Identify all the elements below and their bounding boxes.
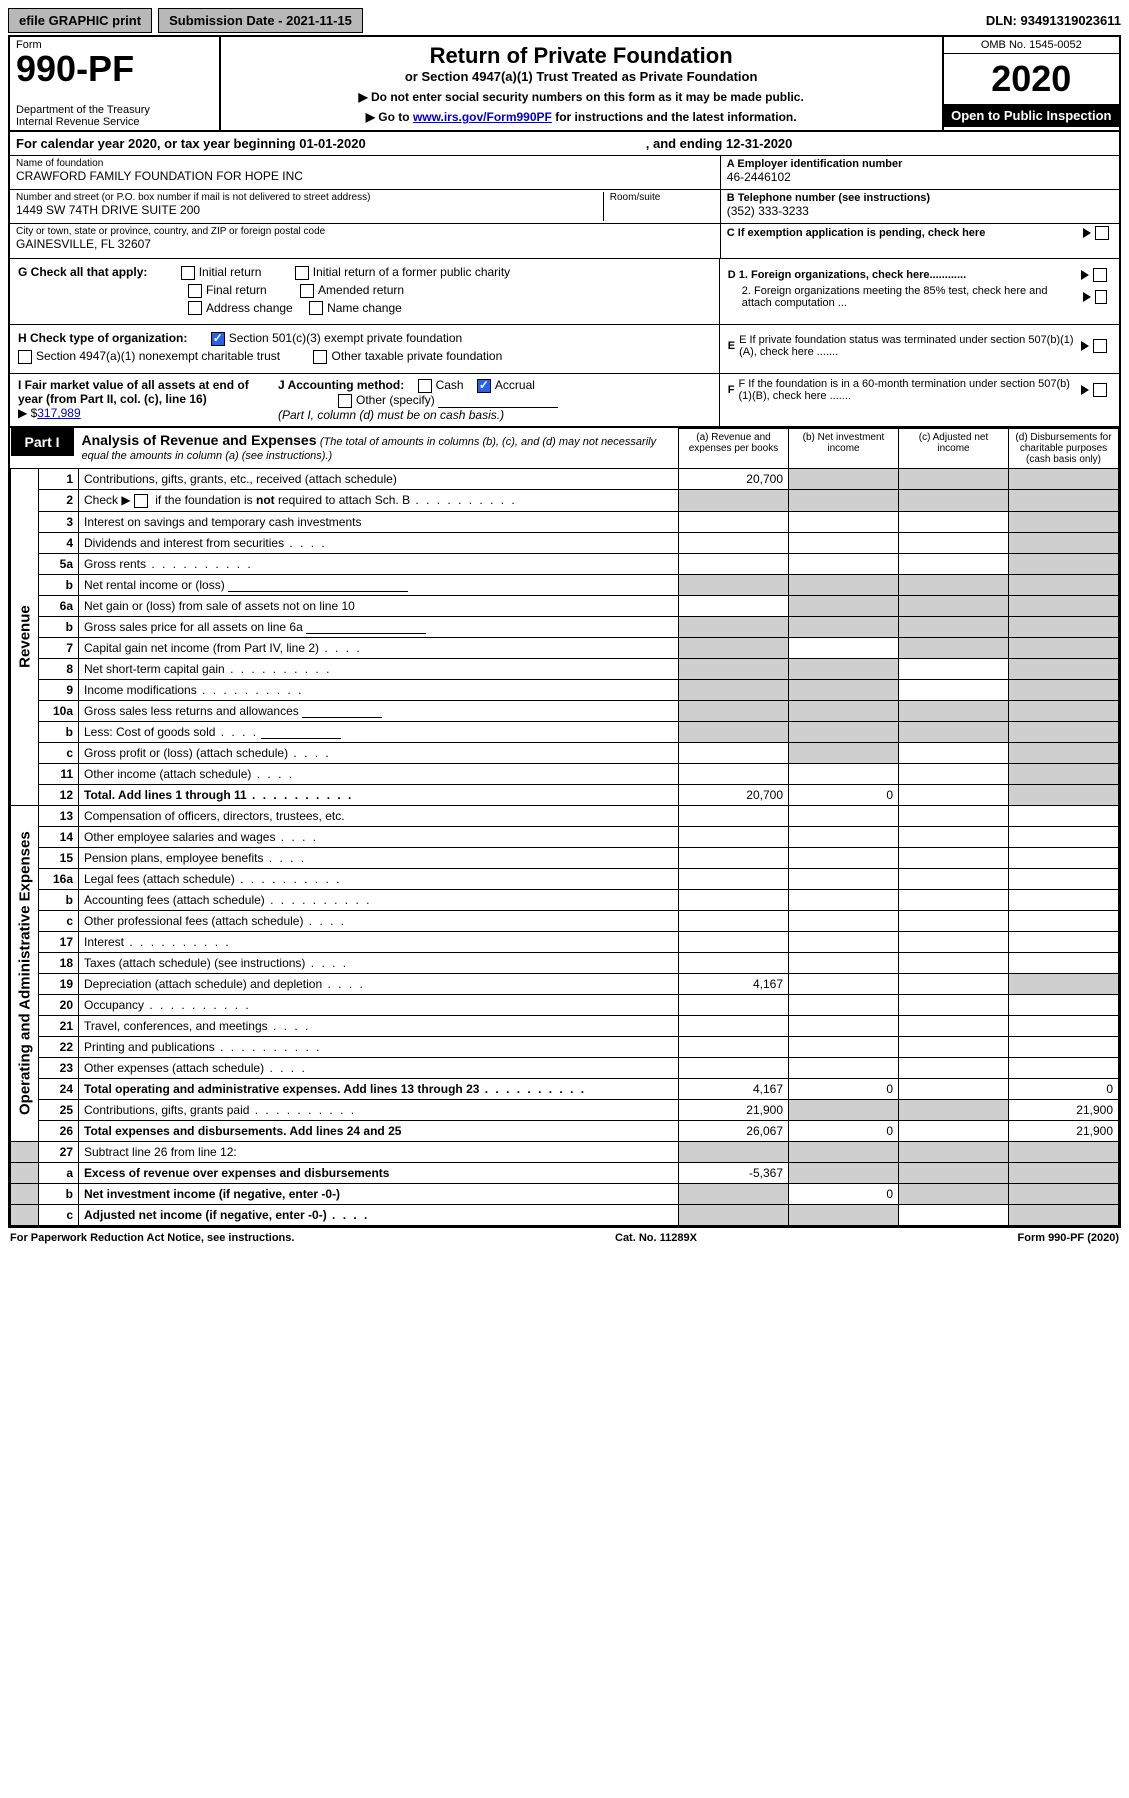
exemption-checkbox[interactable] <box>1095 226 1109 240</box>
name-change-checkbox[interactable] <box>309 301 323 315</box>
fmv-value: 317,989 <box>37 406 80 420</box>
revenue-side-label: Revenue <box>11 468 39 805</box>
e-checkbox[interactable] <box>1093 339 1107 353</box>
section-i: I Fair market value of all assets at end… <box>18 378 258 422</box>
efile-print-button[interactable]: efile GRAPHIC print <box>8 8 152 33</box>
501c3-checkbox[interactable] <box>211 332 225 346</box>
final-return-checkbox[interactable] <box>188 284 202 298</box>
d2-checkbox[interactable] <box>1095 290 1107 304</box>
identification-block: Name of foundation CRAWFORD FAMILY FOUND… <box>10 156 1119 259</box>
cash-checkbox[interactable] <box>418 379 432 393</box>
top-bar: efile GRAPHIC print Submission Date - 20… <box>8 8 1121 33</box>
triangle-icon <box>1081 270 1089 280</box>
address-row: Number and street (or P.O. box number if… <box>10 190 720 224</box>
triangle-icon <box>1081 341 1089 351</box>
header-right: OMB No. 1545-0052 2020 Open to Public In… <box>942 37 1119 130</box>
amended-return-checkbox[interactable] <box>300 284 314 298</box>
accrual-checkbox[interactable] <box>477 379 491 393</box>
initial-return-checkbox[interactable] <box>181 266 195 280</box>
section-f: FF If the foundation is in a 60-month te… <box>720 374 1119 426</box>
part-1-tab: Part I <box>11 428 74 456</box>
header-center: Return of Private Foundation or Section … <box>221 37 942 130</box>
foundation-name-row: Name of foundation CRAWFORD FAMILY FOUND… <box>10 156 720 190</box>
dln-number: DLN: 93491319023611 <box>986 13 1121 28</box>
city-row: City or town, state or province, country… <box>10 224 720 258</box>
section-d: D 1. Foreign organizations, check here..… <box>720 259 1119 324</box>
section-e: EE If private foundation status was term… <box>720 325 1119 373</box>
section-i-j-f: I Fair market value of all assets at end… <box>10 374 1119 428</box>
form-title: Return of Private Foundation <box>231 43 932 69</box>
4947-checkbox[interactable] <box>18 350 32 364</box>
d1-checkbox[interactable] <box>1093 268 1107 282</box>
submission-date: Submission Date - 2021-11-15 <box>158 8 363 33</box>
footer-left: For Paperwork Reduction Act Notice, see … <box>10 1232 294 1244</box>
footer-right: Form 990-PF (2020) <box>1018 1232 1120 1244</box>
form-subtitle: or Section 4947(a)(1) Trust Treated as P… <box>231 69 932 84</box>
department: Department of the Treasury Internal Reve… <box>16 104 213 128</box>
expenses-side-label: Operating and Administrative Expenses <box>11 805 39 1141</box>
omb-number: OMB No. 1545-0052 <box>944 37 1119 54</box>
exemption-pending-row: C If exemption application is pending, c… <box>721 224 1119 258</box>
form-number: 990-PF <box>16 51 213 87</box>
triangle-icon <box>1081 385 1089 395</box>
calendar-year-row: For calendar year 2020, or tax year begi… <box>10 132 1119 156</box>
section-h: H Check type of organization: Section 50… <box>10 325 720 373</box>
page-footer: For Paperwork Reduction Act Notice, see … <box>8 1228 1121 1248</box>
header-left: Form 990-PF Department of the Treasury I… <box>10 37 221 130</box>
instruction-2: ▶ Go to www.irs.gov/Form990PF for instru… <box>231 110 932 124</box>
ein-row: A Employer identification number 46-2446… <box>721 156 1119 190</box>
analysis-table: Part I Analysis of Revenue and Expenses … <box>10 428 1119 1226</box>
sch-b-checkbox[interactable] <box>134 494 148 508</box>
cal-year-ending: , and ending 12-31-2020 <box>646 136 793 151</box>
other-method-checkbox[interactable] <box>338 394 352 408</box>
initial-former-checkbox[interactable] <box>295 266 309 280</box>
tax-year: 2020 <box>944 54 1119 104</box>
address-change-checkbox[interactable] <box>188 301 202 315</box>
col-d-header: (d) Disbursements for charitable purpose… <box>1009 428 1119 468</box>
triangle-icon <box>1083 292 1091 302</box>
form-990pf: Form 990-PF Department of the Treasury I… <box>8 35 1121 1228</box>
phone-row: B Telephone number (see instructions) (3… <box>721 190 1119 224</box>
section-h-e: H Check type of organization: Section 50… <box>10 325 1119 374</box>
section-g-d: G Check all that apply: Initial return I… <box>10 259 1119 325</box>
f-checkbox[interactable] <box>1093 383 1107 397</box>
part-1-header: Part I Analysis of Revenue and Expenses … <box>11 428 679 466</box>
open-inspection: Open to Public Inspection <box>944 104 1119 127</box>
footer-center: Cat. No. 11289X <box>615 1232 697 1244</box>
triangle-icon <box>1083 228 1091 238</box>
irs-link[interactable]: www.irs.gov/Form990PF <box>413 110 552 124</box>
col-c-header: (c) Adjusted net income <box>899 428 1009 468</box>
other-taxable-checkbox[interactable] <box>313 350 327 364</box>
section-j: J Accounting method: Cash Accrual Other … <box>278 378 558 422</box>
instruction-1: ▶ Do not enter social security numbers o… <box>231 90 932 104</box>
col-a-header: (a) Revenue and expenses per books <box>679 428 789 468</box>
section-g: G Check all that apply: Initial return I… <box>10 259 720 324</box>
cal-year-text: For calendar year 2020, or tax year begi… <box>16 136 366 151</box>
col-b-header: (b) Net investment income <box>789 428 899 468</box>
form-header: Form 990-PF Department of the Treasury I… <box>10 37 1119 132</box>
